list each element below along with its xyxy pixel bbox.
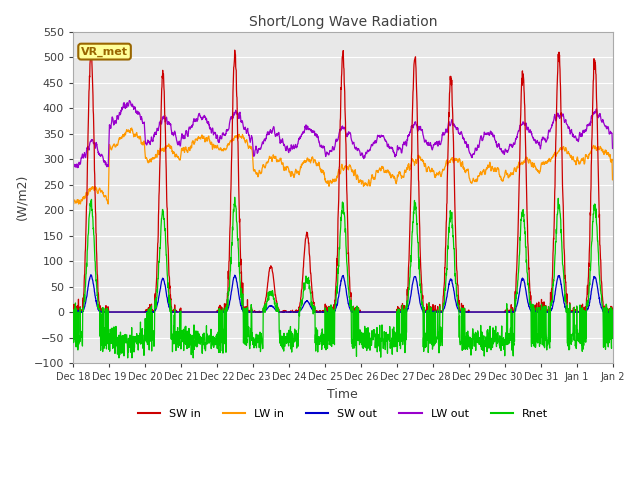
X-axis label: Time: Time — [328, 388, 358, 401]
Title: Short/Long Wave Radiation: Short/Long Wave Radiation — [248, 15, 437, 29]
Y-axis label: (W/m2): (W/m2) — [15, 174, 28, 220]
Text: VR_met: VR_met — [81, 47, 128, 57]
Legend: SW in, LW in, SW out, LW out, Rnet: SW in, LW in, SW out, LW out, Rnet — [133, 405, 552, 424]
